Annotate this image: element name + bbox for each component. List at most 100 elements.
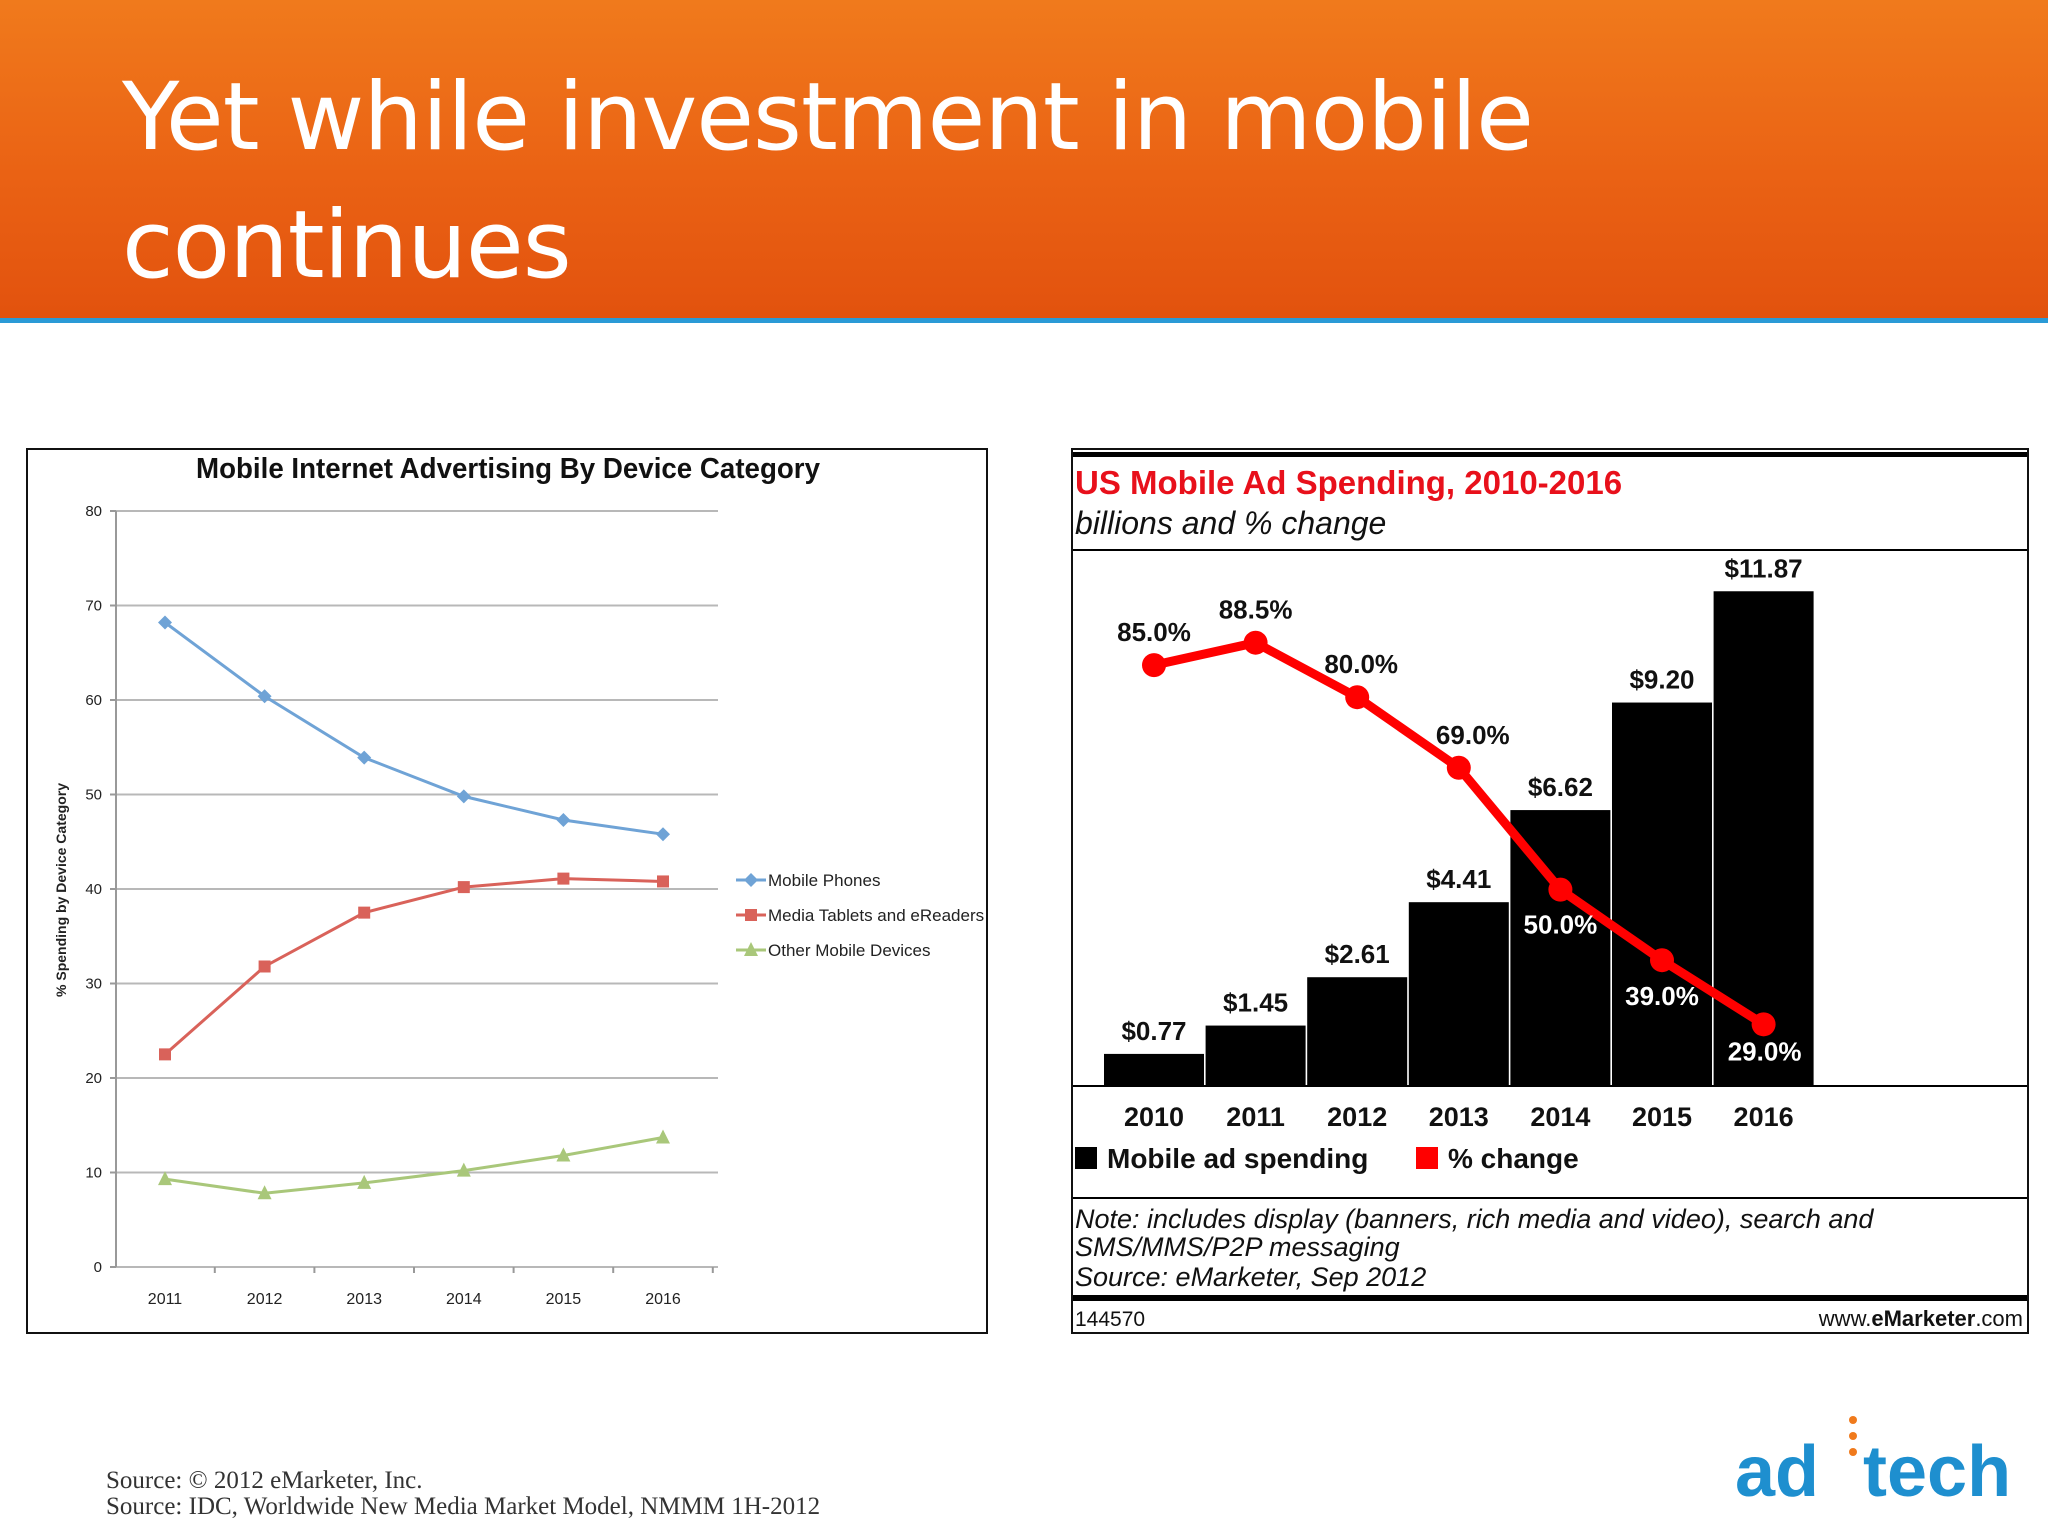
data-point [257,689,272,704]
note-line-2: SMS/MMS/P2P messaging [1075,1232,1400,1262]
x-tick-label: 2010 [1124,1102,1184,1132]
bar-value-label: $2.61 [1325,939,1390,969]
footer-rule [1073,1295,2027,1301]
percent-label: 85.0% [1117,617,1191,647]
y-tick-label: 10 [85,1165,102,1182]
percent-label: 69.0% [1436,720,1510,750]
percent-label: 50.0% [1524,910,1598,940]
data-point [656,1129,670,1144]
x-tick-label: 2014 [1530,1102,1590,1132]
bar-value-label: $0.77 [1121,1016,1186,1046]
data-point [257,1185,272,1200]
logo-dot [1849,1432,1857,1440]
x-tick-labels: 2010 2011 2012 2013 2014 2015 2016 [1124,1102,1794,1132]
series-line [164,1136,664,1195]
y-tick-label: 70 [85,598,102,615]
logo-text-ad: ad [1735,1432,1819,1508]
x-tick-label: 2016 [645,1291,681,1308]
bar-value-label: $11.87 [1725,553,1803,583]
slide-title-line-1: Yet while investment in mobile continues [122,63,1534,300]
x-tick-label: 2013 [346,1291,382,1308]
y-tick-label: 20 [85,1070,102,1087]
source-notes: Source: © 2012 eMarketer, Inc. Source: I… [106,1468,820,1520]
bar-value-label: $4.41 [1426,864,1491,894]
site-suffix: .com [1975,1306,2023,1331]
percent-label: 80.0% [1324,649,1398,679]
data-point [744,942,758,956]
bar [1104,1053,1204,1086]
percent-point [1345,685,1370,710]
y-tick-labels: 0 10 20 30 40 50 60 70 80 [85,503,102,1276]
chart-id: 144570 [1075,1308,1145,1331]
data-point [656,827,670,842]
x-tick-label: 2011 [148,1291,183,1308]
bar [1307,977,1408,1086]
percent-label: 39.0% [1625,981,1699,1011]
series-line [164,621,664,836]
us-mobile-ad-spending-chart: US Mobile Ad Spending, 2010-2016 billion… [1073,450,2027,1331]
percent-change-line [1142,630,1776,1037]
y-tick-label: 0 [94,1259,102,1276]
legend: Mobile Phones Media Tablets and eReaders O… [736,871,984,960]
data-point [557,872,570,885]
legend-label-change: % change [1448,1143,1579,1174]
site-brand: eMarketer [1871,1306,1975,1331]
y-tick-label: 60 [85,692,102,709]
percent-point [1650,948,1674,973]
chart-title: Mobile Internet Advertising By Device Ca… [196,453,820,485]
bar [1713,591,1814,1086]
bar-value-label: $9.20 [1629,665,1694,695]
chart-title: US Mobile Ad Spending, 2010-2016 [1075,464,1622,501]
gridlines [110,510,718,1268]
y-axis-label: % Spending by Device Category [53,783,69,997]
legend-label-spending: Mobile ad spending [1107,1143,1368,1174]
chart-subtitle: billions and % change [1075,505,1386,541]
x-tick-label: 2012 [1327,1102,1387,1132]
x-tick-label: 2015 [1632,1102,1692,1132]
x-tick-labels: 2011 2012 2013 2014 2015 2016 [148,1267,714,1308]
logo-dot [1849,1448,1857,1456]
y-tick-label: 30 [85,976,102,993]
data-point [744,873,758,887]
data-point [556,1147,571,1162]
x-tick-label: 2013 [1429,1102,1489,1132]
us-mobile-ad-spending-frame: US Mobile Ad Spending, 2010-2016 billion… [1071,448,2029,1334]
series-line [164,877,664,1056]
percent-change-labels: 85.0% 88.5% 80.0% 69.0% 50.0% 39.0% 29.0% [1117,595,1801,1067]
x-tick-label: 2016 [1734,1102,1794,1132]
legend-label: Mobile Phones [768,871,880,890]
source-line-1: Source: © 2012 eMarketer, Inc. [106,1467,423,1494]
bars [1104,591,1814,1086]
percent-point [1548,877,1573,902]
bar [1408,902,1509,1086]
slide-header [0,0,2048,318]
percent-point [1243,630,1268,655]
percent-label: 88.5% [1219,595,1293,625]
device-category-chart-frame: Mobile Internet Advertising By Device Ca… [26,448,988,1334]
y-tick-label: 40 [85,881,102,898]
device-category-chart: Mobile Internet Advertising By Device Ca… [53,453,984,1308]
source-line-2: Source: IDC, Worldwide New Media Market … [106,1493,821,1520]
percent-label: 29.0% [1728,1036,1802,1066]
data-point [357,750,372,765]
legend: Mobile ad spending % change [1075,1143,1579,1174]
y-tick-label: 50 [85,787,102,804]
legend-swatch-change [1416,1147,1438,1169]
percent-point [1751,1012,1776,1037]
logo-text-tech: tech [1863,1432,2011,1508]
adtech-logo: ad tech [1735,1416,2011,1508]
site-credit: www.eMarketer.com [1818,1306,2023,1331]
percent-point [1446,755,1471,780]
data-point [456,789,471,804]
bar [1205,1025,1306,1086]
logo-dot [1849,1416,1857,1424]
data-point [456,1162,471,1177]
data-point [358,906,371,919]
site-prefix: www. [1818,1306,1872,1331]
x-tick-label: 2014 [446,1291,482,1308]
legend-swatch-spending [1075,1147,1097,1169]
percent-point [1142,653,1166,678]
x-tick-label: 2011 [1226,1102,1285,1132]
header-divider [0,318,2048,323]
data-point [258,960,271,973]
